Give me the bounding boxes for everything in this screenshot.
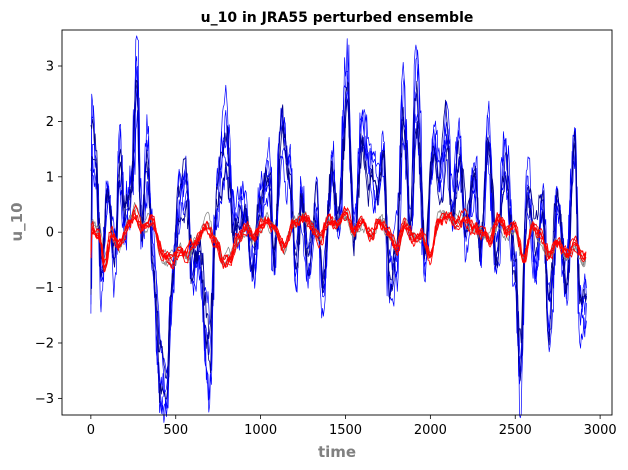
plot-area [61, 29, 613, 423]
x-tick-label: 2000 [414, 423, 447, 438]
x-tick-label: 500 [163, 423, 188, 438]
y-tick-label: 0 [46, 226, 54, 241]
x-tick-label: 1000 [244, 423, 277, 438]
x-tick-label: 3000 [584, 423, 617, 438]
y-axis-ticks: 3 2 1 0 −1 −2 −3 [35, 60, 62, 407]
chart-title: u_10 in JRA55 perturbed ensemble [201, 10, 474, 26]
series-line-red [90, 209, 587, 270]
x-tick-label: 0 [87, 423, 95, 438]
y-axis-title: u_10 [8, 202, 26, 241]
series-line-navy [90, 79, 587, 403]
series-line-blue [90, 44, 587, 423]
y-tick-label: −2 [35, 336, 54, 351]
series-layer [90, 35, 587, 423]
y-tick-label: 1 [46, 170, 54, 185]
axes-frame [61, 29, 613, 416]
x-axis-ticks: 0 500 1000 1500 2000 2500 3000 [87, 415, 617, 438]
x-tick-label: 2500 [499, 423, 532, 438]
x-tick-label: 1500 [329, 423, 362, 438]
y-tick-label: 3 [46, 60, 54, 75]
y-tick-label: 2 [46, 115, 54, 130]
x-axis-title: time [318, 443, 356, 461]
series-line-red [90, 212, 587, 273]
y-tick-label: −1 [35, 281, 54, 296]
y-tick-label: −3 [35, 392, 54, 407]
